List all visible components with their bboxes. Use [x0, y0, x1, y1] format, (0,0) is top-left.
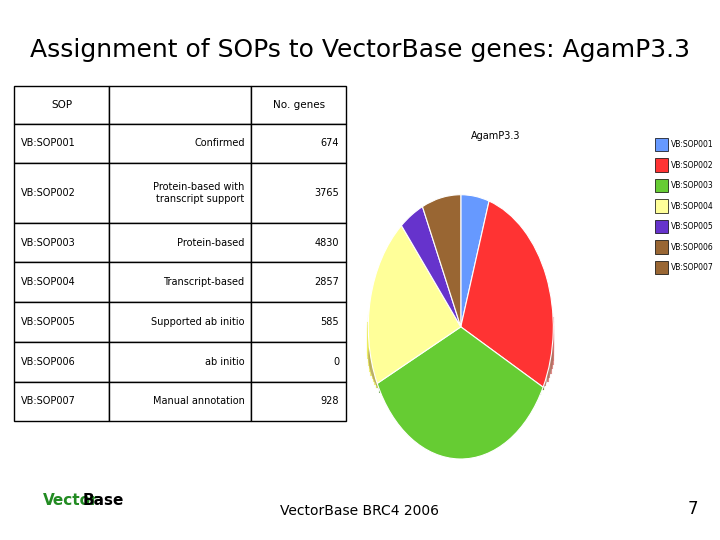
Text: VB:SOP007: VB:SOP007 [21, 396, 76, 407]
Text: VB:SOP004: VB:SOP004 [671, 202, 714, 211]
Text: VB:SOP003: VB:SOP003 [671, 181, 714, 190]
Text: VB:SOP007: VB:SOP007 [671, 264, 714, 272]
Text: Supported ab initio: Supported ab initio [151, 317, 245, 327]
Wedge shape [377, 327, 543, 459]
Text: Manual annotation: Manual annotation [153, 396, 245, 407]
Bar [109, 342, 251, 382]
Text: VectorBase BRC4 2006: VectorBase BRC4 2006 [281, 504, 439, 518]
Text: VB:SOP002: VB:SOP002 [21, 188, 76, 198]
Bar [14, 302, 109, 342]
Text: VB:SOP005: VB:SOP005 [671, 222, 714, 231]
Text: Confirmed: Confirmed [194, 138, 245, 149]
Bar [14, 223, 109, 262]
Bar [14, 382, 109, 421]
Bar [14, 86, 109, 124]
Bar [14, 262, 109, 302]
Text: VB:SOP006: VB:SOP006 [671, 243, 714, 252]
Text: 3765: 3765 [315, 188, 339, 198]
Text: AgamP3.3: AgamP3.3 [471, 131, 521, 141]
Text: Assignment of SOPs to VectorBase genes: AgamP3.3: Assignment of SOPs to VectorBase genes: … [30, 38, 690, 62]
Bar [109, 382, 251, 421]
Text: VB:SOP006: VB:SOP006 [21, 357, 76, 367]
Wedge shape [461, 201, 553, 387]
Text: Base: Base [83, 492, 124, 508]
Bar [251, 124, 346, 163]
Bar [109, 262, 251, 302]
Text: VB:SOP002: VB:SOP002 [671, 161, 714, 170]
Wedge shape [461, 195, 489, 327]
Text: 2857: 2857 [315, 278, 339, 287]
Text: 4830: 4830 [315, 238, 339, 248]
Text: SOP: SOP [51, 100, 72, 110]
Text: No. genes: No. genes [273, 100, 325, 110]
Bar [251, 302, 346, 342]
Bar [109, 124, 251, 163]
Text: 585: 585 [320, 317, 339, 327]
Bar [251, 223, 346, 262]
Bar [14, 163, 109, 223]
Bar [109, 86, 251, 124]
Bar [251, 262, 346, 302]
Bar [251, 163, 346, 223]
Text: ab initio: ab initio [205, 357, 245, 367]
Bar [14, 342, 109, 382]
Bar [251, 342, 346, 382]
Bar [251, 382, 346, 421]
Text: 0: 0 [333, 357, 339, 367]
Bar [109, 223, 251, 262]
Text: VB:SOP004: VB:SOP004 [21, 278, 76, 287]
Text: 7: 7 [688, 501, 698, 518]
Text: Protein-based: Protein-based [177, 238, 245, 248]
Text: Protein-based with
transcript support: Protein-based with transcript support [153, 182, 245, 204]
Text: Transcript-based: Transcript-based [163, 278, 245, 287]
Text: 928: 928 [321, 396, 339, 407]
Bar [109, 163, 251, 223]
Text: VB:SOP003: VB:SOP003 [21, 238, 76, 248]
Wedge shape [423, 195, 461, 327]
Ellipse shape [369, 283, 553, 428]
Bar [14, 124, 109, 163]
Wedge shape [402, 207, 461, 327]
Wedge shape [369, 226, 461, 383]
Text: VB:SOP001: VB:SOP001 [671, 140, 714, 149]
Text: Vector: Vector [43, 492, 99, 508]
Bar [109, 302, 251, 342]
Text: VB:SOP005: VB:SOP005 [21, 317, 76, 327]
Text: 674: 674 [321, 138, 339, 149]
Bar [251, 86, 346, 124]
Text: VB:SOP001: VB:SOP001 [21, 138, 76, 149]
